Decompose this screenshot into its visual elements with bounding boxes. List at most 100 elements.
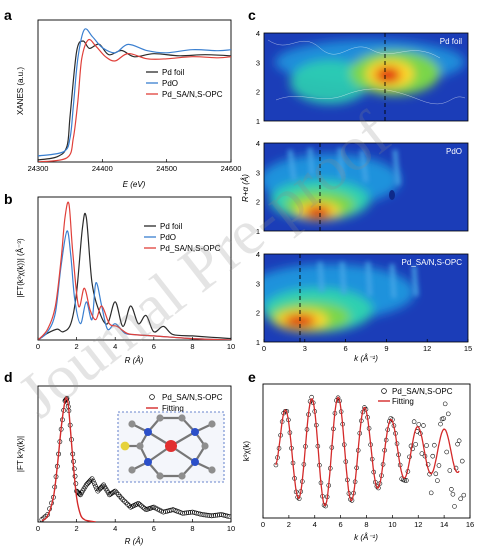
panel-d: 0 2 4 6 8 10 |FT k³χ(k)| R (Å) Pd_SA/N,S-OPC … [16,385,235,546]
x-tick-label: 6 [152,342,156,351]
data-point [118,495,124,501]
data-point [111,489,117,495]
data-point [376,485,381,491]
x-tick-label: 12 [414,520,422,529]
panel-d-y-label: |FT k³χ(k)| [16,436,25,472]
panel-b-x-label: R (Å) [125,356,144,365]
fitting-line [275,396,460,507]
panel-e-y-label: k³χ(k) [242,441,251,462]
panel-e-series [273,394,467,509]
data-point [432,442,437,448]
data-point [411,419,417,424]
wt-plot-pd-sa: Pd_SA/N,S-OPC [263,253,469,343]
y-tick-label: 2 [256,309,260,318]
data-point [182,510,188,516]
x-tick-label: 4 [313,520,317,529]
y-tick-label: 4 [256,139,260,148]
data-point [120,497,126,503]
legend-fitting: Fitting [392,397,414,406]
data-point [137,502,143,508]
data-point [430,453,436,459]
data-point [89,476,95,482]
wt-label-pd-foil: Pd foil [440,37,462,46]
data-point [186,510,191,516]
panel-e-label: e [248,369,256,385]
data-point [112,488,118,494]
data-point [85,481,90,487]
legend-pd-foil: Pd foil [162,68,184,77]
atom-c [128,420,136,428]
data-point [142,505,147,511]
atom-c [178,472,186,480]
data-point [211,513,217,518]
x-tick-label: 24400 [92,164,113,173]
y-tick-label: 2 [256,88,260,97]
x-tick-label: 4 [113,342,117,351]
data-point [125,501,130,507]
panel-a-x-label: E (eV) [123,180,146,189]
data-point [224,513,230,519]
panel-e: 0 2 4 6 8 10 12 14 16 k³χ(k) k (Å⁻¹) Pd_SA/N,S-O… [242,383,474,542]
legend-pd-sa: Pd_SA/N,S-OPC [160,244,221,253]
legend-pd-sa: Pd_SA/N,S-OPC [162,90,223,99]
data-point [114,490,120,496]
legend-marker-pd-sa [149,394,155,400]
panel-d-legend: Pd_SA/N,S-OPC Fitting [146,393,223,413]
data-point [215,512,220,518]
data-point [421,423,426,428]
panel-b-y-label: |FT(k³χ(k))| (Å⁻³) [16,238,25,298]
x-tick-label: 0 [36,342,40,351]
data-point [438,421,443,427]
data-point [444,449,449,455]
panel-b-legend: Pd foil PdO Pd_SA/N,S-OPC [144,222,221,253]
wt-plot-pdo: PdO [263,142,469,232]
data-point [184,510,190,516]
data-point [139,503,144,509]
x-tick-label: 24300 [28,164,49,173]
panel-c-x-ticks: 0 3 6 9 12 15 [262,339,472,353]
legend-pd-sa: Pd_SA/N,S-OPC [392,387,453,396]
panel-c-x-label: k (Å⁻¹) [354,354,378,363]
atom-n [144,458,152,466]
y-tick-label: 3 [256,58,260,67]
data-point [459,458,465,464]
data-point [416,422,422,427]
panel-a-series [38,28,231,162]
data-point [100,483,105,489]
x-tick-label: 4 [113,524,117,533]
data-point [226,514,231,519]
panel-a-frame [37,19,232,163]
x-tick-label: 9 [384,344,388,353]
x-tick-label: 8 [190,524,194,533]
y-tick-label: 3 [256,168,260,177]
atom-c [136,442,144,450]
data-point [180,510,186,516]
atom-pd [165,440,177,452]
series-line-pdo [38,28,231,157]
series-line-pd-sa-n-s-opc [38,38,231,162]
data-point [450,492,456,497]
legend-fitting: Fitting [162,404,184,413]
data-point [203,512,209,518]
data-point [126,503,132,509]
y-tick-label: 1 [256,117,260,126]
data-point [207,513,213,518]
atom-c [178,414,186,422]
wt-plot-pd-foil: Pd foil [263,32,469,122]
data-point [91,481,97,487]
x-tick-label: 8 [190,342,194,351]
data-point [117,493,123,499]
y-tick-label: 3 [256,279,260,288]
x-tick-label: 3 [303,344,307,353]
y-tick-label: 1 [256,227,260,236]
x-tick-label: 0 [262,344,266,353]
data-point [445,411,451,417]
data-point [419,451,425,456]
x-tick-label: 2 [287,520,291,529]
x-tick-label: 10 [227,342,235,351]
data-point [456,438,462,444]
data-point [449,487,454,492]
panel-d-series [39,395,231,522]
data-point [93,483,98,489]
data-point [88,477,94,483]
